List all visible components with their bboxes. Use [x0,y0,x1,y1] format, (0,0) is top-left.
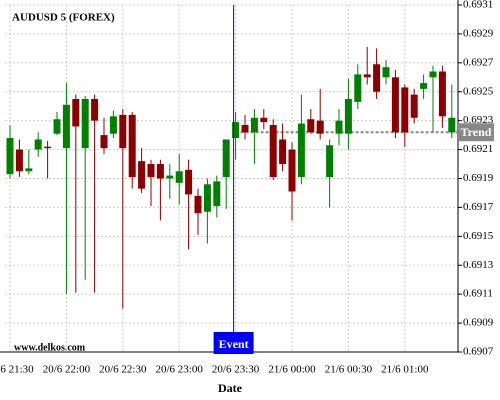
y-tick-label: 0.6907 [463,346,494,358]
candle-body [363,74,371,78]
y-tick-label: 0.6915 [463,230,494,242]
candle-body [213,181,221,206]
candle-body [382,67,390,78]
y-tick-label: 0.6923 [463,114,494,126]
y-tick-label: 0.6929 [463,27,494,39]
candle-body [297,123,305,178]
candle-body [326,145,334,178]
candle-body [166,175,174,179]
candle-body [175,171,183,183]
candle-body [81,98,89,149]
event-label: Event [219,337,249,351]
trend-box [458,123,494,142]
candle-body [250,117,258,133]
y-tick-label: 0.6921 [463,143,493,155]
x-tick-label: 20/6 23:00 [156,364,204,376]
candle-body [119,114,127,149]
candle-body [438,71,446,117]
x-tick-label: 20/6 21:30 [0,364,34,376]
candle-body [232,122,240,139]
candle-body [109,116,117,134]
x-tick-label: 21/6 00:30 [325,364,373,376]
x-tick-label: 20/6 22:30 [99,364,147,376]
candle-body [72,98,80,127]
candle-body [410,94,418,118]
candle-body [288,149,296,192]
trend-label: Trend [461,125,492,139]
event-box [213,332,254,354]
plot [5,4,458,353]
x-tick-label: 20/6 23:30 [212,364,260,376]
candle-body [100,135,108,149]
candle-body [241,125,249,133]
candle-body [222,139,230,178]
candle-body [335,120,343,134]
y-tick-label: 0.6913 [463,259,494,271]
candle-body [316,120,324,134]
x-tick-label: 21/6 01:00 [381,364,429,376]
candle-body [373,64,381,92]
candle-body [448,117,456,133]
candle-body [147,164,155,178]
chart-title: AUDUSD 5 (FOREX) [12,12,115,24]
candle-body [401,87,409,133]
candle-body [344,98,352,134]
x-axis-label: Date [218,381,243,395]
candle-body [128,114,136,178]
y-tick-label: 0.6919 [463,172,494,184]
candle-body [25,168,33,172]
candle-body [62,104,70,149]
candle-body [391,77,399,133]
candle-body [15,149,23,172]
candle-body [91,98,99,121]
candle-body [420,83,428,89]
candle-body [429,71,437,78]
candle-body [269,125,277,178]
y-tick-label: 0.6927 [463,56,494,68]
y-tick-label: 0.6911 [463,288,493,300]
candle-body [354,74,362,102]
watermark: www.delkos.com [14,342,86,353]
candle-body [53,119,61,134]
candle-body [260,117,268,123]
candle-body [307,119,315,133]
candle-body [203,184,211,212]
y-tick-label: 0.6909 [463,317,494,329]
y-tick-label: 0.6925 [463,85,494,97]
y-tick-label: 0.6917 [463,201,494,213]
candle-body [279,139,287,165]
x-tick-label: 20/6 22:00 [43,364,91,376]
candle-body [185,169,193,195]
candle-body [34,139,42,150]
candle-body [138,161,146,189]
x-tick-label: 21/6 00:00 [268,364,316,376]
candle-body [44,146,52,149]
candle-body [194,195,202,214]
candle-body [156,164,164,179]
candle-body [6,138,14,175]
y-tick-label: 0.6931 [463,0,493,11]
